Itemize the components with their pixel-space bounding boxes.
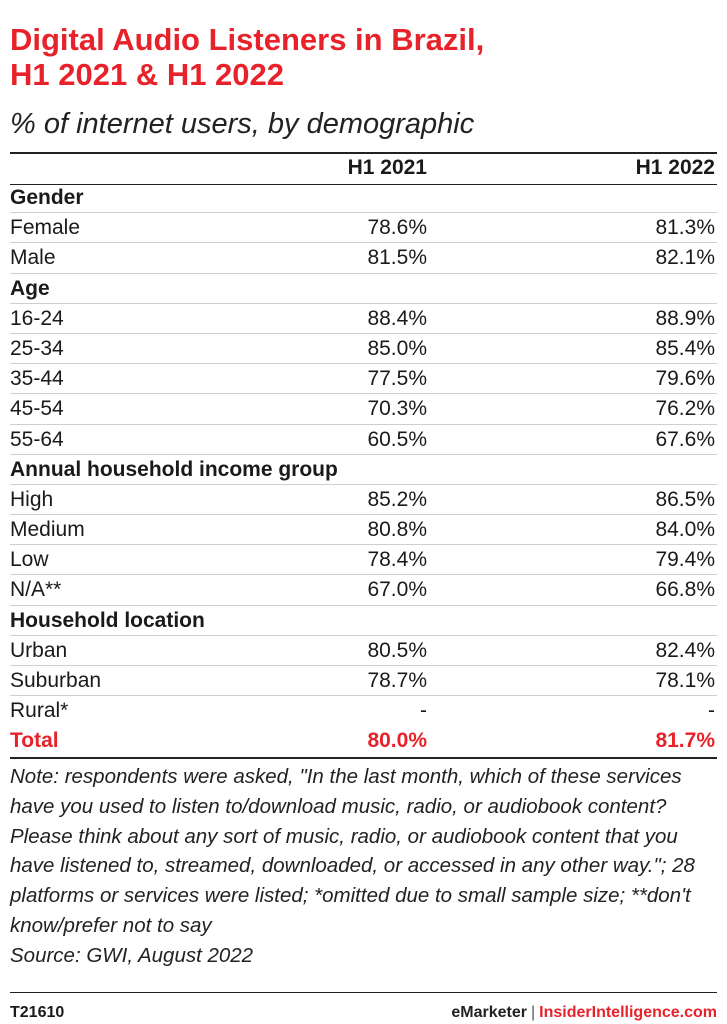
cell-h1-2021: 78.4%: [367, 548, 427, 572]
cell-h1-2021: 80.8%: [367, 518, 427, 542]
table-row: Suburban 78.7% 78.1%: [10, 666, 717, 697]
row-label: 16-24: [10, 306, 64, 330]
table-row: 16-24 88.4% 88.9%: [10, 304, 717, 334]
footer: T21610 eMarketer | InsiderIntelligence.com: [10, 1004, 717, 1024]
row-label: Medium: [10, 518, 85, 542]
table-section-row: Annual household income group: [10, 455, 717, 485]
table-row: N/A** 67.0% 66.8%: [10, 575, 717, 606]
chart-title: Digital Audio Listeners in Brazil, H1 20…: [10, 22, 710, 92]
cell-h1-2021: 78.6%: [367, 216, 427, 240]
section-label: Gender: [10, 186, 84, 209]
chart-title-line-2: H1 2021 & H1 2022: [10, 57, 285, 92]
cell-h1-2022: -: [708, 699, 715, 723]
chart-subtitle: % of internet users, by demographic: [10, 108, 475, 140]
table-row: Medium 80.8% 84.0%: [10, 515, 717, 546]
cell-h1-2021: 78.7%: [367, 669, 427, 692]
row-label: 35-44: [10, 367, 64, 391]
cell-h1-2022: 82.1%: [655, 246, 715, 270]
cell-h1-2022: 82.4%: [655, 638, 715, 662]
row-label: Rural*: [10, 699, 69, 723]
table-row: Low 78.4% 79.4%: [10, 545, 717, 576]
cell-h1-2021: 70.3%: [367, 397, 427, 421]
table-row: 55-64 60.5% 67.6%: [10, 425, 717, 455]
insider-intelligence-link[interactable]: InsiderIntelligence.com: [539, 1004, 717, 1021]
cell-h1-2021: 85.2%: [367, 487, 427, 511]
table-row: 25-34 85.0% 85.4%: [10, 334, 717, 365]
table-section-row: Gender: [10, 183, 717, 214]
table-row: 35-44 77.5% 79.6%: [10, 364, 717, 395]
cell-h1-2022: 78.1%: [655, 669, 715, 692]
chart-title-line-1: Digital Audio Listeners in Brazil,: [10, 22, 485, 57]
row-label: 55-64: [10, 427, 64, 451]
table-row: Rural* - -: [10, 696, 717, 726]
note-text: Note: respondents were asked, "In the la…: [10, 765, 695, 937]
section-label: Age: [10, 276, 50, 300]
cell-h1-2021: 85.0%: [367, 336, 427, 360]
cell-h1-2021: 80.0%: [367, 729, 427, 753]
cell-h1-2022: 86.5%: [655, 487, 715, 511]
cell-h1-2021: 67.0%: [367, 578, 427, 602]
cell-h1-2022: 66.8%: [655, 578, 715, 602]
cell-h1-2021: -: [420, 699, 427, 723]
header-rule: [10, 184, 717, 185]
cell-h1-2021: 80.5%: [367, 638, 427, 662]
cell-h1-2022: 76.2%: [655, 397, 715, 421]
cell-h1-2021: 88.4%: [367, 306, 427, 330]
table-row: High 85.2% 86.5%: [10, 485, 717, 516]
cell-h1-2022: 88.9%: [655, 306, 715, 330]
row-label: Urban: [10, 638, 68, 662]
cell-h1-2022: 84.0%: [655, 518, 715, 542]
table-section-row: Age: [10, 274, 717, 304]
table-row: Male 81.5% 82.1%: [10, 243, 717, 274]
cell-h1-2022: 79.4%: [655, 548, 715, 572]
cell-h1-2022: 85.4%: [655, 336, 715, 360]
cell-h1-2022: 81.7%: [655, 729, 715, 753]
column-header-h1-2021: H1 2021: [347, 156, 427, 179]
brand-credit: eMarketer | InsiderIntelligence.com: [451, 1004, 717, 1022]
row-label: Male: [10, 246, 56, 270]
source-text: Source: GWI, August 2022: [10, 943, 254, 967]
table-header-row: H1 2021 H1 2022: [10, 153, 717, 183]
chart-id: T21610: [10, 1004, 65, 1021]
brand-separator: |: [531, 1004, 536, 1021]
table-row: Urban 80.5% 82.4%: [10, 636, 717, 666]
total-rule: [10, 757, 717, 759]
section-label: Household location: [10, 608, 205, 632]
row-label: Low: [10, 548, 49, 572]
cell-h1-2021: 77.5%: [367, 367, 427, 391]
row-label: N/A**: [10, 578, 62, 602]
data-table: H1 2021 H1 2022 Gender Female 78.6% 81.3% Ma…: [10, 153, 717, 757]
cell-h1-2022: 81.3%: [655, 216, 715, 240]
column-header-h1-2022: H1 2022: [635, 156, 715, 179]
cell-h1-2021: 81.5%: [367, 246, 427, 270]
cell-h1-2022: 79.6%: [655, 367, 715, 391]
notes: Note: respondents were asked, "In the la…: [10, 762, 717, 971]
cell-h1-2021: 60.5%: [367, 427, 427, 451]
row-label: High: [10, 487, 54, 511]
row-label: Total: [10, 729, 59, 753]
footer-rule: [10, 992, 717, 993]
table-row: Female 78.6% 81.3%: [10, 213, 717, 244]
table-total-row: Total 80.0% 81.7%: [10, 726, 717, 756]
table-section-row: Household location: [10, 606, 717, 636]
cell-h1-2022: 67.6%: [655, 427, 715, 451]
top-rule: [10, 152, 717, 154]
row-label: Suburban: [10, 669, 102, 692]
table-row: 45-54 70.3% 76.2%: [10, 394, 717, 425]
row-label: 25-34: [10, 336, 64, 360]
emarketer-brand: eMarketer: [451, 1004, 528, 1021]
row-label: 45-54: [10, 397, 64, 421]
row-label: Female: [10, 216, 81, 240]
section-label: Annual household income group: [10, 457, 338, 481]
